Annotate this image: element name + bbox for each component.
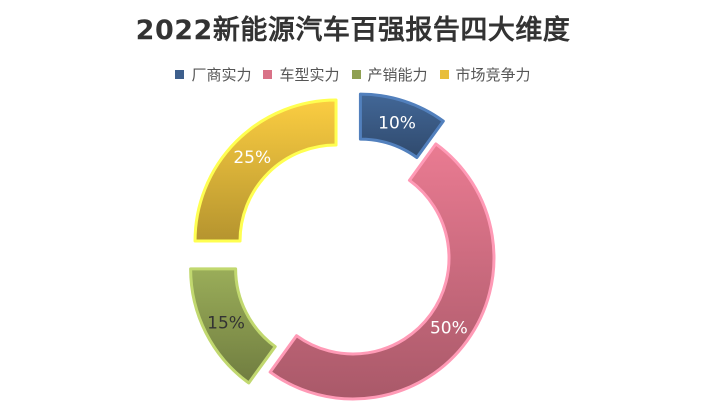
donut-slices: [189, 92, 496, 401]
slice-label-1: 50%: [430, 319, 468, 339]
slice-label-3: 25%: [233, 148, 271, 168]
donut-slice-2: [189, 267, 277, 385]
donut-slice-0: [358, 92, 445, 160]
slice-label-0: 10%: [378, 113, 416, 133]
legend-swatch-0: [175, 70, 185, 79]
legend-item-0: 厂商实力: [175, 64, 251, 85]
legend-swatch-1: [263, 70, 273, 79]
donut-labels: 10% 50% 15% 25%: [207, 113, 468, 338]
chart-legend: 厂商实力 车型实力 产销能力 市场竞争力: [0, 64, 706, 85]
legend-item-1: 车型实力: [263, 64, 340, 85]
legend-swatch-2: [351, 70, 361, 79]
legend-swatch-3: [439, 70, 449, 79]
donut-slice-1: [268, 142, 496, 401]
legend-label-2: 产销能力: [367, 66, 428, 84]
legend-label-3: 市场竞争力: [455, 66, 531, 84]
legend-label-1: 车型实力: [279, 66, 340, 84]
chart-title: 2022新能源汽车百强报告四大维度: [135, 15, 571, 46]
legend-label-0: 厂商实力: [191, 66, 252, 84]
donut-slice-3: [193, 98, 338, 243]
slice-label-2: 15%: [207, 314, 245, 334]
legend-item-2: 产销能力: [351, 64, 428, 85]
legend-item-3: 市场竞争力: [439, 64, 531, 85]
